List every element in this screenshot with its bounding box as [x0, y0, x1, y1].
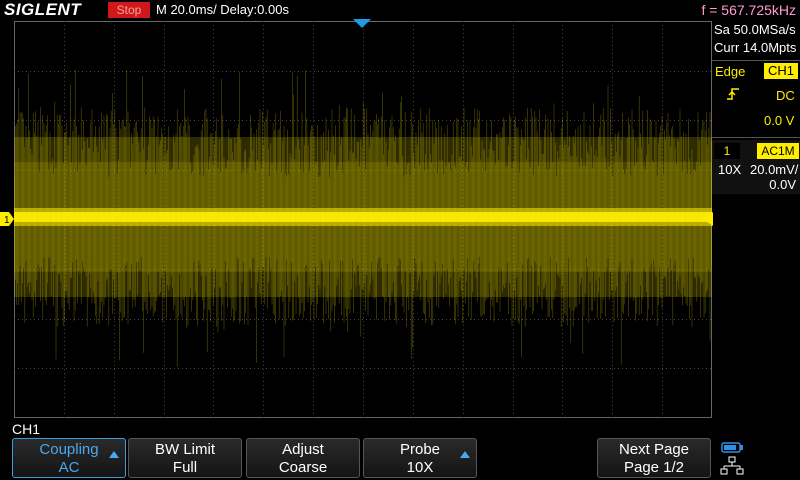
ch1-waveform-trace: [14, 69, 712, 367]
trigger-level: 0.0 V: [764, 113, 795, 128]
trigger-source: CH1: [764, 63, 798, 79]
network-icon: [720, 456, 744, 475]
frequency-readout: f = 567.725kHz: [701, 2, 796, 18]
softkey-label: Next Page: [618, 441, 690, 458]
channel-coupling: AC1M: [757, 143, 799, 159]
rising-edge-icon: [727, 88, 739, 100]
softkey-value: Page 1/2: [623, 459, 685, 476]
timebase-readout: M 20.0ms/ Delay:0.00s: [156, 2, 289, 17]
softkey-label: Probe: [399, 441, 441, 458]
softkey-value: Full: [172, 459, 198, 476]
up-arrow-icon: [460, 451, 470, 458]
channel-scale: 20.0mV/: [750, 162, 799, 177]
bw-limit-softkey[interactable]: BW Limit Full: [128, 438, 242, 478]
ch1-offset-marker[interactable]: 1: [0, 212, 14, 226]
channel-number: 1: [714, 143, 740, 159]
softkey-value: Coarse: [278, 459, 328, 476]
softkey-value: 10X: [406, 459, 434, 476]
adjust-softkey[interactable]: Adjust Coarse: [246, 438, 360, 478]
coupling-softkey[interactable]: Coupling AC: [12, 438, 126, 478]
softkey-label: Coupling: [39, 441, 99, 458]
top-status-bar: [0, 0, 800, 20]
run-stop-indicator[interactable]: Stop: [108, 2, 150, 18]
up-arrow-icon: [109, 451, 119, 458]
waveform-display[interactable]: [14, 21, 712, 418]
probe-softkey[interactable]: Probe 10X: [363, 438, 477, 478]
trigger-position-marker-icon[interactable]: [353, 19, 371, 29]
trigger-panel[interactable]: [712, 60, 800, 138]
ch1-marker-label: 1: [4, 215, 10, 226]
trigger-coupling: DC: [776, 88, 795, 103]
channel-probe: 10X: [718, 162, 742, 177]
softkey-label: Adjust: [282, 441, 324, 458]
status-icons: [720, 442, 744, 475]
trigger-level-marker-icon[interactable]: [703, 212, 713, 226]
channel-offset: 0.0V: [769, 177, 796, 192]
usb-icon: [721, 442, 743, 453]
sample-rate: Sa 50.0MSa/s: [714, 22, 796, 37]
memory-depth: Curr 14.0Mpts: [714, 40, 797, 55]
brand-logo: SIGLENT: [4, 0, 82, 19]
softkey-label: BW Limit: [155, 441, 215, 458]
softkey-value: AC: [58, 459, 80, 476]
trigger-type: Edge: [715, 64, 746, 79]
next-page-softkey[interactable]: Next Page Page 1/2: [597, 438, 711, 478]
menu-title: CH1: [12, 421, 41, 437]
